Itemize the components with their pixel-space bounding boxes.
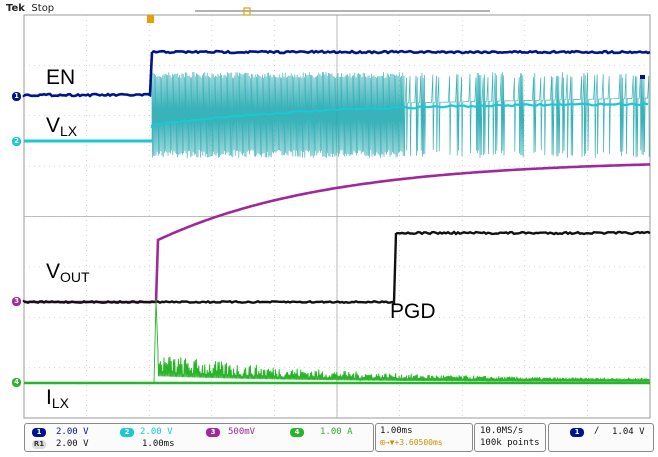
ch1-badge: 1 <box>32 428 46 437</box>
ilx-trace <box>23 299 650 385</box>
ch1-right-marker <box>640 75 645 79</box>
readout-bar: 1 2.00 V 2 2.00 V 3 500mV 4 1.00 A R1 2.… <box>0 421 658 453</box>
ch1-scale: 2.00 V <box>56 427 89 437</box>
brand-label: Tek <box>6 3 25 14</box>
ch4-badge: 4 <box>290 428 304 437</box>
ch4-scale: 1.00 A <box>320 427 353 437</box>
vlx-average-trace <box>150 102 649 128</box>
ch2-badge: 2 <box>120 428 134 437</box>
record-view-marker <box>243 7 251 16</box>
ch4-marker[interactable]: 4 <box>12 378 21 387</box>
vout-trace <box>24 163 651 304</box>
ch3-marker[interactable]: 3 <box>12 297 21 306</box>
vlx-label: VLX <box>46 114 78 139</box>
ilx-label: ILX <box>46 386 69 411</box>
acquisition-box[interactable] <box>474 423 546 452</box>
trigger-box[interactable] <box>548 423 654 452</box>
horizontal-box[interactable] <box>375 423 473 452</box>
ch1-marker[interactable]: 1 <box>12 92 21 101</box>
trigger-source-badge: 1 <box>570 428 584 437</box>
en-label: EN <box>46 66 76 89</box>
pgd-label: PGD <box>390 300 436 323</box>
vlx-switching-trace <box>24 71 650 159</box>
pgd-trace <box>22 230 651 305</box>
trigger-level: 1.04 V <box>612 427 645 437</box>
timebase: 1.00ms <box>380 426 413 436</box>
vout-label: VOUT <box>46 260 90 285</box>
en-trace <box>22 49 651 98</box>
math-scale: 2.00 V <box>56 439 89 449</box>
math-time: 1.00ms <box>142 439 175 449</box>
acquisition-status: Stop <box>31 3 55 14</box>
channel-scale-box[interactable] <box>24 423 374 452</box>
ch2-marker[interactable]: 2 <box>12 137 21 146</box>
trigger-position-icon: ⊞→▼ <box>380 438 395 447</box>
trigger-position: ⊞→▼+3.60500ms <box>380 438 443 447</box>
scope-brand: Tek Stop <box>6 3 54 14</box>
record-length: 100k points <box>480 438 540 448</box>
ch3-badge: 3 <box>206 428 220 437</box>
sample-rate: 10.0MS/s <box>480 426 524 436</box>
ch3-scale: 500mV <box>228 427 256 437</box>
ch2-scale: 2.00 V <box>140 427 173 437</box>
trigger-slope-icon: / <box>594 426 600 436</box>
trigger-position-marker <box>147 15 154 23</box>
math-badge: R1 <box>32 440 46 449</box>
